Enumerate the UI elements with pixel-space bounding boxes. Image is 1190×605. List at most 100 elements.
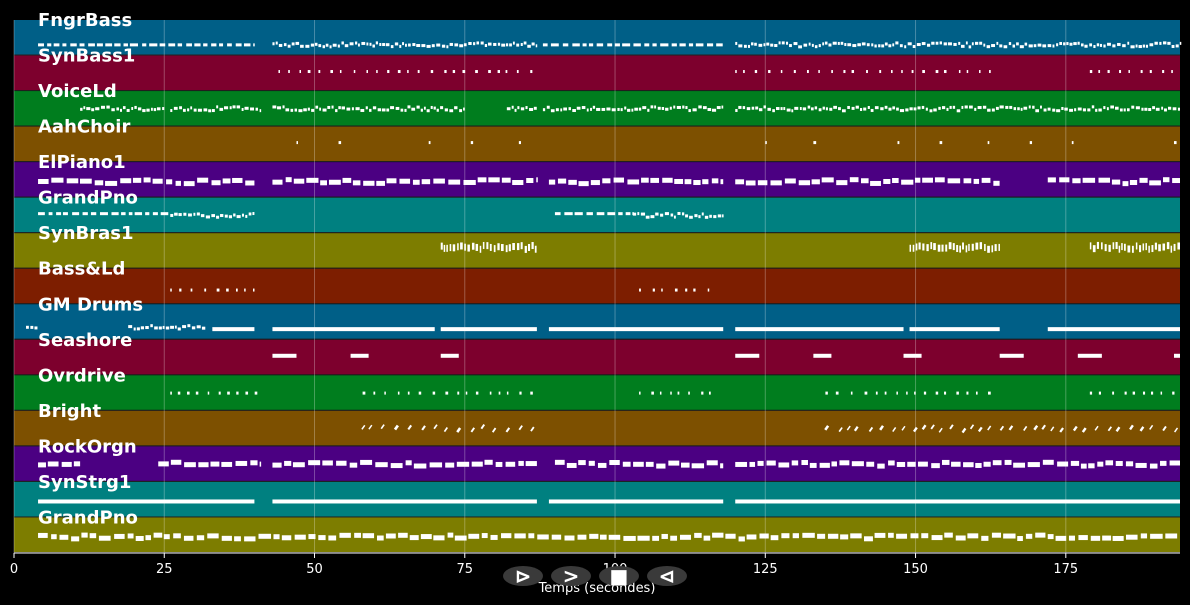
note-mark (717, 214, 722, 218)
note-mark (1118, 245, 1121, 253)
note-mark (664, 212, 669, 216)
note-mark (294, 534, 306, 540)
note-mark (520, 107, 525, 111)
note-mark (1140, 533, 1148, 539)
note-mark (99, 212, 108, 216)
track-label: ElPiano1 (38, 152, 126, 173)
note-mark (381, 108, 386, 112)
note-mark (377, 108, 382, 112)
note-mark (564, 535, 575, 541)
note-mark (385, 43, 390, 47)
note-mark (418, 391, 422, 395)
note-mark (874, 44, 877, 48)
note-mark (1135, 44, 1138, 48)
note-mark (988, 391, 991, 395)
note-mark (861, 42, 866, 46)
note-mark (660, 43, 669, 47)
note-mark (624, 106, 627, 110)
note-mark (358, 43, 360, 47)
control-background (647, 566, 687, 586)
note-mark (1125, 534, 1138, 540)
note-mark (914, 391, 916, 395)
note-mark (607, 212, 616, 216)
note-mark (497, 243, 500, 251)
note-mark (173, 106, 178, 110)
note-mark (828, 43, 832, 47)
track-label: Bass&Ld (38, 259, 125, 280)
note-mark (991, 108, 995, 112)
note-mark (1154, 242, 1157, 250)
note-mark (923, 391, 927, 395)
note-mark (693, 288, 696, 292)
note-bar (272, 353, 297, 358)
note-mark (486, 242, 489, 250)
note-mark (511, 105, 514, 109)
note-mark (1142, 44, 1146, 48)
playback-controls: ⊳ > ■ ⊲ (503, 564, 687, 588)
note-mark (457, 391, 460, 395)
note-mark (974, 107, 977, 111)
note-mark (971, 42, 974, 46)
play-button[interactable]: ⊳ (503, 564, 543, 588)
note-mark (992, 460, 1002, 466)
note-mark (620, 108, 623, 112)
note-mark (910, 533, 919, 539)
stop-button[interactable]: ■ (599, 564, 639, 588)
note-mark (255, 107, 258, 111)
note-mark (174, 325, 177, 329)
note-mark (966, 70, 969, 74)
x-axis: 0255075100125150175 (10, 552, 1180, 577)
note-mark (995, 106, 999, 110)
note-mark (1035, 109, 1039, 113)
note-mark (991, 532, 1002, 538)
note-mark (236, 215, 241, 219)
back-button[interactable]: ⊲ (647, 564, 687, 588)
note-mark (307, 107, 310, 111)
note-mark (190, 106, 193, 110)
note-mark (531, 242, 534, 250)
note-mark (846, 425, 851, 431)
note-mark (1149, 43, 1154, 47)
note-mark (1150, 391, 1154, 395)
note-mark (840, 534, 849, 540)
note-mark (1027, 462, 1040, 468)
note-mark (861, 178, 869, 184)
note-mark (914, 177, 921, 183)
note-mark (562, 43, 569, 47)
forward-button[interactable]: > (551, 564, 591, 588)
track-lanes (14, 20, 1180, 553)
note-mark (881, 44, 885, 48)
note-mark (1013, 107, 1017, 111)
note-mark (243, 43, 251, 47)
note-mark (945, 244, 948, 252)
note-mark (384, 391, 386, 395)
note-mark (1064, 107, 1068, 111)
note-mark (554, 212, 561, 216)
note-mark (975, 391, 978, 395)
note-mark (588, 460, 595, 466)
note-mark (979, 242, 983, 250)
note-mark (79, 178, 92, 184)
note-mark (128, 325, 133, 329)
note-mark (81, 532, 88, 538)
note-mark (449, 244, 452, 252)
note-mark (1160, 460, 1167, 466)
note-mark (377, 535, 384, 541)
note-mark (1069, 42, 1073, 46)
note-mark (501, 177, 511, 183)
note-mark (1042, 459, 1054, 465)
note-mark (505, 461, 516, 467)
note-mark (386, 178, 397, 184)
note-mark (336, 460, 347, 466)
track-lane (14, 304, 1180, 339)
note-mark (216, 105, 219, 109)
note-mark (896, 107, 899, 111)
note-mark (931, 41, 935, 45)
note-mark (1150, 533, 1163, 539)
note-mark (351, 107, 354, 111)
note-mark (1162, 70, 1165, 74)
note-mark (682, 105, 685, 109)
note-mark (780, 107, 783, 111)
note-mark (501, 43, 506, 47)
note-mark (711, 108, 717, 112)
